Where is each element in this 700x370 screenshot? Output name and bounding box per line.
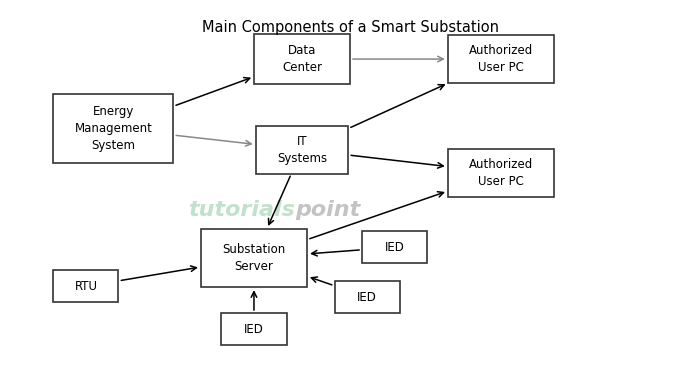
- Text: tutorials: tutorials: [188, 200, 295, 220]
- Text: RTU: RTU: [74, 280, 97, 293]
- Text: Substation
Server: Substation Server: [223, 243, 286, 273]
- Text: Authorized
User PC: Authorized User PC: [469, 44, 533, 74]
- Text: IT
Systems: IT Systems: [277, 135, 327, 165]
- Text: IED: IED: [244, 323, 264, 336]
- FancyBboxPatch shape: [256, 126, 349, 174]
- FancyBboxPatch shape: [53, 270, 118, 302]
- FancyBboxPatch shape: [448, 35, 554, 83]
- FancyBboxPatch shape: [221, 313, 286, 345]
- FancyBboxPatch shape: [53, 94, 174, 163]
- Text: Energy
Management
System: Energy Management System: [74, 105, 153, 152]
- FancyBboxPatch shape: [335, 281, 400, 313]
- Text: Main Components of a Smart Substation: Main Components of a Smart Substation: [202, 20, 498, 35]
- Text: Authorized
User PC: Authorized User PC: [469, 158, 533, 188]
- Text: IED: IED: [385, 241, 405, 254]
- FancyBboxPatch shape: [362, 231, 427, 263]
- Text: IED: IED: [357, 290, 377, 303]
- FancyBboxPatch shape: [254, 34, 350, 84]
- Text: point: point: [295, 200, 360, 220]
- FancyBboxPatch shape: [448, 149, 554, 197]
- FancyBboxPatch shape: [201, 229, 307, 287]
- Text: Data
Center: Data Center: [282, 44, 322, 74]
